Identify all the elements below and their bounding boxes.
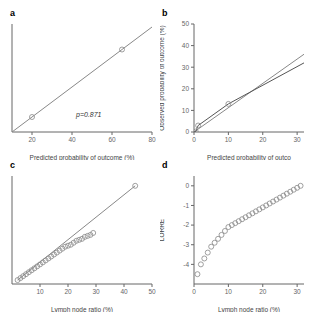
svg-text:20: 20 bbox=[28, 136, 36, 143]
svg-text:0: 0 bbox=[185, 128, 189, 135]
svg-text:20: 20 bbox=[64, 288, 72, 295]
svg-text:80: 80 bbox=[148, 136, 156, 143]
svg-text:Predicted probability of outco: Predicted probability of outco bbox=[207, 154, 291, 160]
svg-text:30: 30 bbox=[92, 288, 100, 295]
svg-text:20: 20 bbox=[182, 85, 190, 92]
svg-text:50: 50 bbox=[148, 288, 156, 295]
svg-text:10: 10 bbox=[182, 107, 190, 114]
svg-text:30: 30 bbox=[294, 136, 302, 143]
html-text:d: d bbox=[162, 160, 168, 170]
svg-text:30: 30 bbox=[182, 64, 190, 71]
svg-text:Lymph node ratio (%): Lymph node ratio (%) bbox=[51, 306, 113, 312]
svg-text:0: 0 bbox=[192, 288, 196, 295]
svg-text:0: 0 bbox=[185, 182, 189, 189]
svg-text:p=0.871: p=0.871 bbox=[75, 111, 102, 119]
svg-text:Predicted probability of outco: Predicted probability of outcome (%) bbox=[30, 154, 135, 160]
svg-text:Observed probability of outcom: Observed probability of outcome (%) bbox=[160, 25, 166, 131]
svg-text:30: 30 bbox=[294, 288, 302, 295]
svg-text:LORRE: LORRE bbox=[160, 218, 165, 241]
svg-text:40: 40 bbox=[120, 288, 128, 295]
svg-text:20: 20 bbox=[259, 136, 267, 143]
svg-text:-4: -4 bbox=[183, 261, 189, 268]
svg-text:0: 0 bbox=[192, 136, 196, 143]
html-text:c: c bbox=[10, 160, 15, 170]
svg-text:-2: -2 bbox=[183, 221, 189, 228]
svg-text:-3: -3 bbox=[183, 241, 189, 248]
svg-text:10: 10 bbox=[225, 288, 233, 295]
html-text:a: a bbox=[10, 8, 15, 18]
svg-text:60: 60 bbox=[108, 136, 116, 143]
svg-text:-1: -1 bbox=[183, 202, 189, 209]
svg-text:20: 20 bbox=[259, 288, 267, 295]
svg-text:40: 40 bbox=[182, 42, 190, 49]
svg-text:50: 50 bbox=[182, 20, 190, 27]
svg-text:10: 10 bbox=[36, 288, 44, 295]
svg-text:Lymph node ratio (%): Lymph node ratio (%) bbox=[218, 306, 280, 312]
svg-text:10: 10 bbox=[225, 136, 233, 143]
html-text:b: b bbox=[162, 8, 168, 18]
svg-text:40: 40 bbox=[68, 136, 76, 143]
